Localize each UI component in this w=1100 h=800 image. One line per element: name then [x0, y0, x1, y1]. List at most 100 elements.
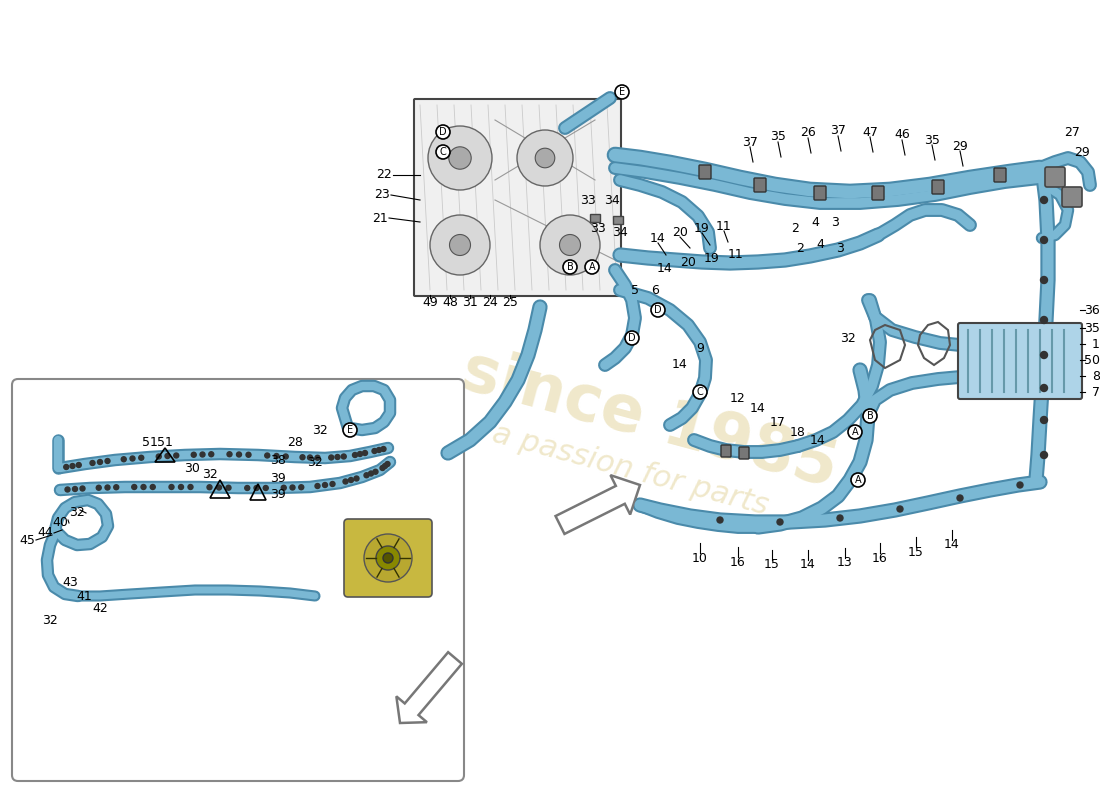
Text: 46: 46	[894, 129, 910, 142]
Circle shape	[1041, 197, 1047, 203]
Circle shape	[449, 146, 471, 170]
Circle shape	[209, 452, 213, 457]
Text: E: E	[619, 87, 625, 97]
Circle shape	[70, 463, 75, 469]
Text: 30: 30	[184, 462, 200, 474]
Text: 11: 11	[728, 249, 744, 262]
Text: 29: 29	[1074, 146, 1090, 158]
FancyBboxPatch shape	[958, 323, 1082, 399]
Circle shape	[651, 303, 666, 317]
Text: 32: 32	[42, 614, 58, 626]
Text: 35: 35	[1085, 322, 1100, 334]
Circle shape	[290, 485, 295, 490]
Circle shape	[236, 452, 242, 457]
Circle shape	[156, 454, 162, 459]
Circle shape	[341, 454, 346, 459]
Circle shape	[777, 519, 783, 525]
Text: 15: 15	[764, 558, 780, 571]
Text: 51: 51	[157, 435, 173, 449]
Circle shape	[436, 125, 450, 139]
Text: 8: 8	[1092, 370, 1100, 382]
Circle shape	[625, 331, 639, 345]
Text: 39: 39	[271, 471, 286, 485]
FancyBboxPatch shape	[613, 216, 623, 224]
Text: 17: 17	[770, 415, 785, 429]
Circle shape	[354, 476, 359, 481]
Circle shape	[864, 409, 877, 423]
FancyBboxPatch shape	[739, 447, 749, 459]
Text: A: A	[851, 427, 858, 437]
Circle shape	[343, 423, 358, 437]
Circle shape	[450, 234, 471, 255]
Circle shape	[364, 473, 368, 478]
Circle shape	[373, 470, 378, 474]
Circle shape	[300, 454, 305, 460]
Circle shape	[1018, 482, 1023, 488]
Text: 27: 27	[1064, 126, 1080, 139]
FancyBboxPatch shape	[754, 178, 766, 192]
Text: 51: 51	[142, 437, 158, 450]
Circle shape	[436, 145, 450, 159]
Text: 32: 32	[69, 506, 85, 519]
Text: 2: 2	[791, 222, 799, 234]
Circle shape	[1041, 351, 1047, 358]
Text: 14: 14	[657, 262, 673, 274]
Text: D: D	[628, 333, 636, 343]
Text: 44: 44	[37, 526, 53, 539]
FancyBboxPatch shape	[720, 445, 732, 457]
Text: 36: 36	[1085, 303, 1100, 317]
Circle shape	[90, 461, 95, 466]
FancyBboxPatch shape	[994, 168, 1006, 182]
Circle shape	[693, 385, 707, 399]
Circle shape	[76, 462, 81, 467]
Text: 20: 20	[672, 226, 688, 238]
Circle shape	[540, 215, 600, 275]
Circle shape	[178, 485, 184, 490]
Text: 49: 49	[422, 295, 438, 309]
Circle shape	[560, 234, 581, 255]
Circle shape	[517, 130, 573, 186]
Circle shape	[376, 546, 400, 570]
Text: 23: 23	[374, 189, 390, 202]
Circle shape	[717, 517, 723, 523]
Circle shape	[957, 495, 962, 501]
Circle shape	[244, 486, 250, 490]
Circle shape	[132, 485, 136, 490]
FancyBboxPatch shape	[590, 214, 600, 222]
FancyBboxPatch shape	[414, 99, 622, 296]
Circle shape	[329, 455, 333, 460]
Text: 12: 12	[730, 391, 746, 405]
Text: 21: 21	[372, 211, 388, 225]
Text: 38: 38	[271, 454, 286, 466]
FancyArrow shape	[396, 652, 462, 723]
Circle shape	[536, 148, 554, 168]
Circle shape	[322, 482, 328, 487]
Text: 25: 25	[502, 295, 518, 309]
Circle shape	[1041, 277, 1047, 283]
Text: 9: 9	[696, 342, 704, 354]
Circle shape	[141, 485, 146, 490]
Text: 2: 2	[796, 242, 804, 254]
Text: 1: 1	[1092, 338, 1100, 350]
Circle shape	[151, 485, 155, 490]
Text: 32: 32	[840, 331, 856, 345]
Text: 4: 4	[811, 217, 818, 230]
Text: 19: 19	[704, 251, 719, 265]
Circle shape	[65, 487, 70, 492]
Circle shape	[191, 452, 196, 458]
Circle shape	[98, 459, 102, 465]
Circle shape	[837, 515, 843, 521]
Circle shape	[372, 449, 377, 454]
Circle shape	[299, 485, 304, 490]
Text: 29: 29	[953, 139, 968, 153]
Circle shape	[381, 446, 386, 451]
Text: 32: 32	[307, 455, 323, 469]
Text: 14: 14	[944, 538, 960, 551]
Text: 26: 26	[800, 126, 816, 139]
Circle shape	[343, 479, 348, 484]
Circle shape	[217, 485, 221, 490]
Circle shape	[585, 260, 600, 274]
Circle shape	[1041, 385, 1047, 391]
Circle shape	[1041, 451, 1047, 458]
Circle shape	[383, 463, 387, 469]
